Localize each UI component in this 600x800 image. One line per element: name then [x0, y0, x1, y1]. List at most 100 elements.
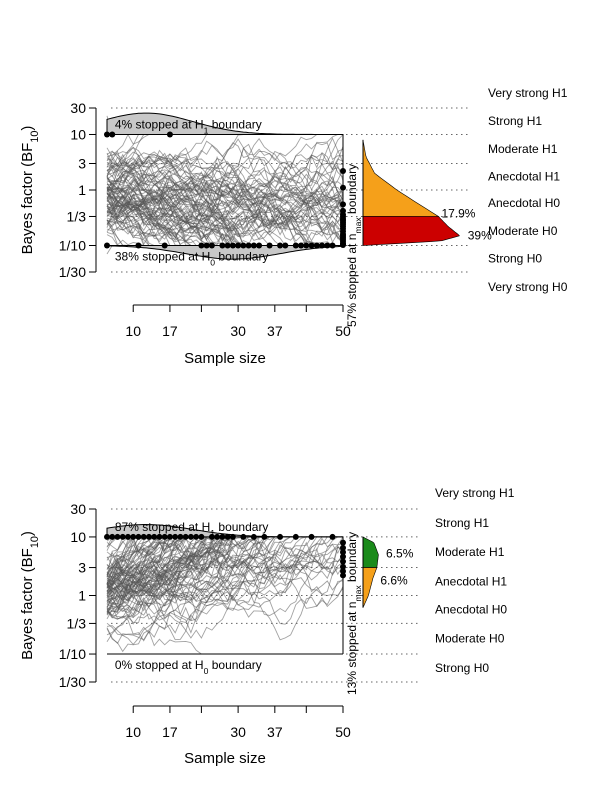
- y-tick-label: 1: [78, 587, 86, 603]
- stop-point-upper: [208, 533, 215, 540]
- y-tick-label: 10: [70, 126, 86, 142]
- nmax-boundary-label: 57% stopped at nmax boundary: [345, 164, 363, 327]
- trajectory-line: [106, 536, 234, 618]
- stop-point-upper: [250, 533, 257, 540]
- trajectory-line: [106, 536, 344, 597]
- stop-point-upper: [145, 533, 152, 540]
- y-tick-label: 10: [70, 529, 86, 545]
- stop-point-lower: [324, 242, 331, 249]
- trajectory-line: [106, 157, 307, 246]
- stop-point-lower: [161, 242, 168, 249]
- stop-point-upper: [156, 533, 163, 540]
- stop-point-lower: [240, 242, 247, 249]
- trajectory-line: [106, 215, 171, 246]
- trajectories: [106, 115, 344, 255]
- trajectory-line: [106, 137, 344, 235]
- trajectory-line: [106, 536, 281, 636]
- evidence-label: Anecdotal H1: [488, 170, 560, 184]
- stop-point-nmax: [340, 184, 346, 191]
- y-tick-label: 1/3: [67, 208, 87, 224]
- trajectory-line: [106, 541, 344, 639]
- stop-point-upper: [308, 533, 315, 540]
- stop-point-lower: [266, 242, 273, 249]
- stop-point-upper: [135, 533, 142, 540]
- trajectory-line: [106, 193, 234, 246]
- trajectory-line: [106, 536, 160, 579]
- upper-boundary-label: 4% stopped at H1 boundary: [115, 117, 262, 135]
- stop-point-lower: [319, 242, 326, 249]
- x-tick-label: 37: [267, 724, 283, 740]
- stop-point-nmax: [340, 201, 346, 208]
- stop-point-upper: [172, 533, 179, 540]
- stop-point-upper: [166, 533, 173, 540]
- lower-boundary-label: 0% stopped at H0 boundary: [115, 658, 262, 676]
- stop-point-nmax: [340, 572, 346, 579]
- stop-point-nmax: [340, 549, 346, 556]
- trajectory-line: [106, 146, 344, 218]
- trajectory-line: [106, 536, 197, 575]
- evidence-label: Strong H0: [488, 252, 542, 266]
- stop-point-nmax: [340, 167, 346, 174]
- stop-point-nmax: [340, 563, 346, 570]
- stop-point-upper: [329, 533, 336, 540]
- evidence-label: Moderate H0: [488, 224, 558, 238]
- y-tick-label: 1/10: [59, 237, 86, 253]
- x-tick-label: 50: [335, 724, 351, 740]
- trajectory-line: [106, 146, 344, 208]
- stop-point-lower: [198, 242, 205, 249]
- stop-point-lower: [308, 242, 315, 249]
- trajectory-line: [106, 175, 344, 241]
- evidence-label: Strong H1: [435, 516, 489, 530]
- stop-point-lower: [235, 242, 242, 249]
- trajectory-line: [106, 180, 344, 237]
- trajectories: [106, 535, 344, 655]
- y-tick-label: 30: [70, 501, 86, 517]
- trajectory-line: [106, 536, 260, 646]
- stop-point-lower: [135, 242, 142, 249]
- stop-point-lower: [313, 242, 320, 249]
- trajectory-line: [106, 134, 139, 165]
- trajectory-line: [106, 144, 344, 190]
- stop-point-upper: [240, 533, 247, 540]
- y-tick-label: 1/30: [59, 264, 86, 280]
- x-tick-label: 30: [230, 323, 246, 339]
- trajectory-line: [106, 158, 344, 212]
- trajectory-line: [106, 536, 213, 601]
- x-axis-label: Sample size: [184, 350, 266, 367]
- panel-null-effect: 30 10 3 1 1/3 1/10 1/30 Bayes factor (BF10) 10 17…: [19, 86, 568, 367]
- lower-boundary-label: 38% stopped at H0 boundary: [115, 249, 269, 267]
- stop-point-upper: [104, 533, 110, 540]
- stop-point-lower: [298, 242, 305, 249]
- stop-point-upper: [182, 533, 189, 540]
- trajectory-line: [106, 175, 286, 246]
- trajectory-line: [106, 536, 144, 551]
- trajectory-line: [106, 542, 344, 636]
- stop-point-nmax: [340, 558, 346, 565]
- y-tick-label: 3: [78, 560, 86, 576]
- trajectory-line: [106, 536, 134, 576]
- stop-point-upper: [193, 533, 200, 540]
- evidence-label: Anecdotal H0: [435, 602, 507, 616]
- stop-point-upper: [224, 533, 231, 540]
- trajectory-line: [106, 536, 244, 619]
- trajectory-line: [106, 138, 344, 203]
- stop-point-upper: [277, 533, 284, 540]
- y-axis-label: Bayes factor (BF10): [19, 531, 41, 660]
- stop-point-nmax: [340, 539, 346, 546]
- stop-point-upper: [104, 131, 110, 138]
- nmax-boundary-label: 13% stopped at nmax boundary: [345, 532, 363, 695]
- trajectory-line: [106, 151, 344, 197]
- x-tick-label: 17: [162, 323, 178, 339]
- stop-point-upper: [130, 533, 137, 540]
- evidence-label: Very strong H1: [435, 486, 515, 500]
- nmax-segment-label: 6.6%: [380, 574, 408, 588]
- trajectory-line: [106, 134, 344, 198]
- stop-point-lower: [256, 242, 263, 249]
- stop-point-upper: [114, 533, 121, 540]
- trajectory-line: [106, 234, 118, 246]
- trajectory-line: [106, 536, 276, 634]
- trajectory-line: [106, 166, 281, 246]
- evidence-label: Strong H1: [488, 114, 542, 128]
- stop-point-lower: [219, 242, 226, 249]
- trajectory-line: [106, 588, 344, 653]
